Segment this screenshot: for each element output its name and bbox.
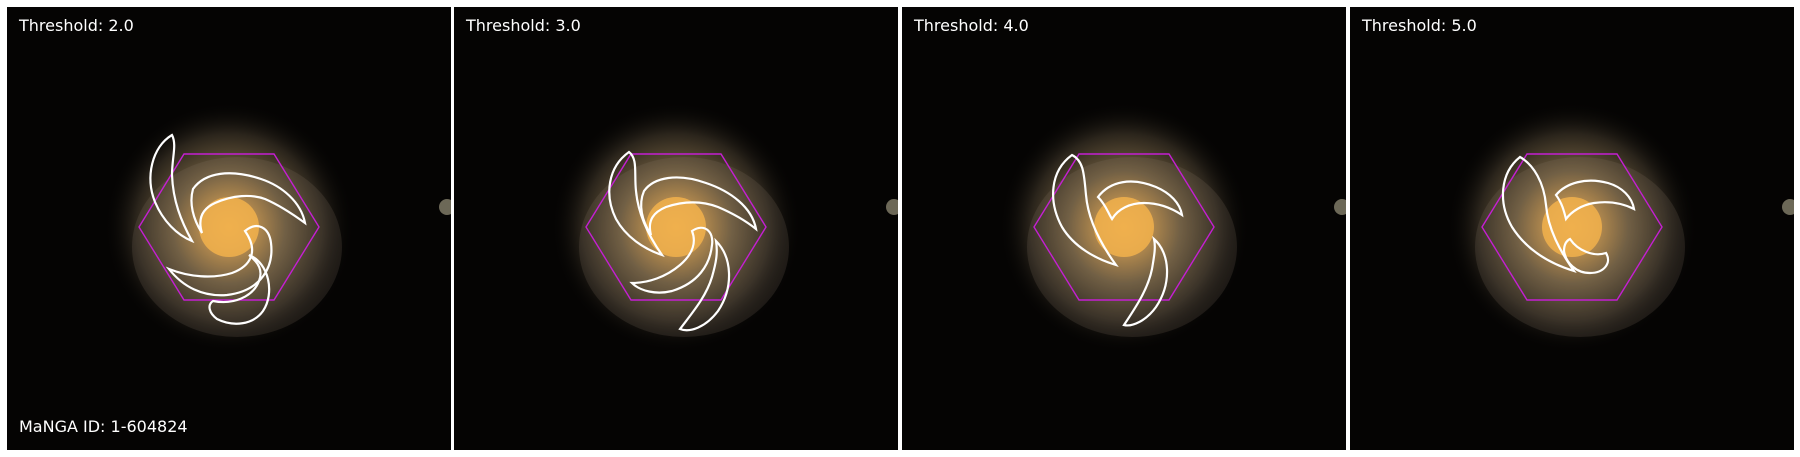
- star: [1334, 199, 1346, 215]
- galaxy-core: [1094, 197, 1154, 257]
- galaxy-image: [7, 7, 451, 450]
- arm-contours: [608, 150, 758, 332]
- arm-contours: [1052, 153, 1184, 327]
- star: [439, 199, 451, 215]
- arm-contours: [1501, 155, 1636, 275]
- galaxy-core: [199, 197, 259, 257]
- panel-title: Threshold: 2.0: [19, 16, 134, 35]
- ifu-hexagon: [585, 153, 767, 301]
- galaxy-panel-3: Threshold: 4.0: [902, 7, 1346, 450]
- ifu-hexagon: [1033, 153, 1215, 301]
- star: [1782, 199, 1794, 215]
- galaxy-id-label: MaNGA ID: 1-604824: [19, 417, 188, 436]
- galaxy-panel-4: Threshold: 5.0: [1350, 7, 1794, 450]
- ifu-hexagon: [1481, 153, 1663, 301]
- arm-contours: [149, 133, 307, 325]
- galaxy-core: [646, 197, 706, 257]
- panel-title: Threshold: 5.0: [1362, 16, 1477, 35]
- galaxy-image: [1350, 7, 1794, 450]
- panel-title: Threshold: 3.0: [466, 16, 581, 35]
- star: [886, 199, 898, 215]
- galaxy-panel-2: Threshold: 3.0: [454, 7, 898, 450]
- galaxy-panel-1: Threshold: 2.0 MaNGA ID: 1-604824: [7, 7, 451, 450]
- panel-title: Threshold: 4.0: [914, 16, 1029, 35]
- galaxy-image: [902, 7, 1346, 450]
- galaxy-image: [454, 7, 898, 450]
- ifu-hexagon: [138, 153, 320, 301]
